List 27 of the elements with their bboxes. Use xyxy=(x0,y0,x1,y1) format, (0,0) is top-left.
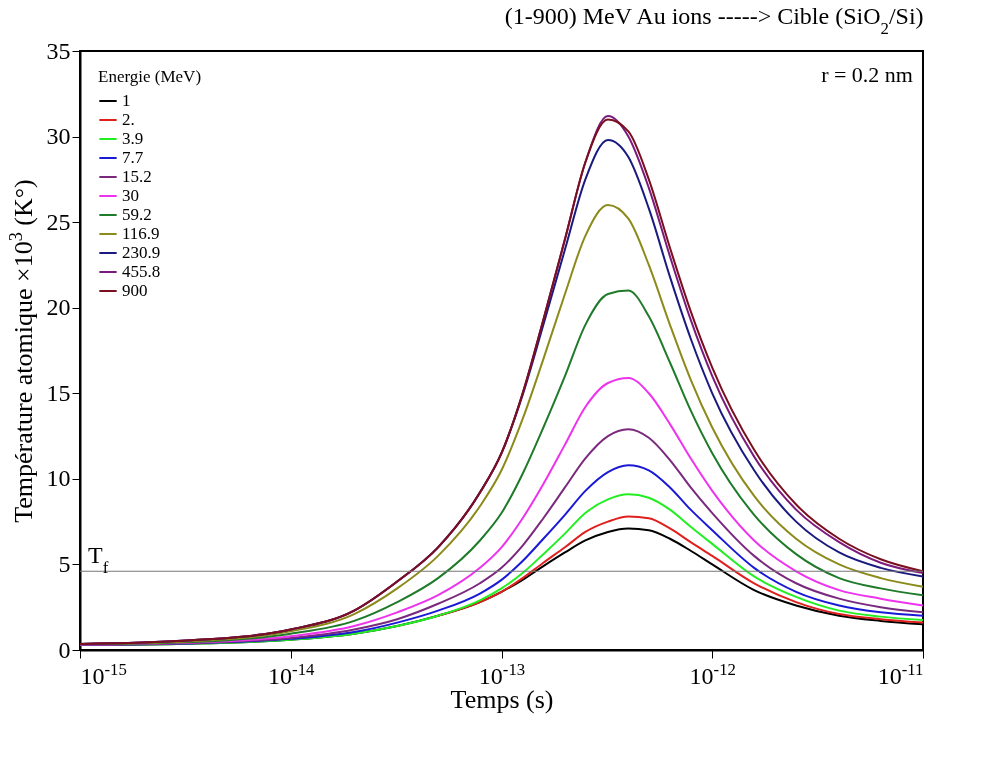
x-tick-label: 10$^{-12}$ xyxy=(689,659,736,689)
legend-label: 3.9 xyxy=(122,129,144,148)
legend-label: 116.9 xyxy=(122,224,160,243)
legend-label: 15.2 xyxy=(122,167,152,186)
chart-title: (1-900) MeV Au ions -----> Cible (SiO$_{2}$/Si) xyxy=(504,3,924,38)
x-tick-label: 10$^{-11}$ xyxy=(877,659,924,689)
legend-title: Energie (MeV) xyxy=(98,67,202,86)
x-tick-label: 10$^{-14}$ xyxy=(268,659,316,689)
x-tick-label: 10$^{-15}$ xyxy=(80,659,127,689)
legend-label: 455.8 xyxy=(122,262,161,281)
y-tick-label: 10 xyxy=(46,465,71,492)
legend-label: 900 xyxy=(122,281,148,300)
legend-label: 59.2 xyxy=(122,205,152,224)
ref-line-label: T$_{f}$ xyxy=(88,542,109,577)
y-tick-label: 20 xyxy=(46,294,71,321)
y-tick-label: 30 xyxy=(46,123,71,150)
y-tick-label: 5 xyxy=(58,550,71,577)
annotation: r = 0.2 nm xyxy=(821,62,913,87)
y-tick-label: 0 xyxy=(58,636,71,663)
legend-label: 30 xyxy=(122,186,139,205)
y-tick-label: 35 xyxy=(46,37,71,64)
legend-label: 230.9 xyxy=(122,243,161,262)
y-tick-label: 15 xyxy=(46,379,71,406)
legend-label: 1 xyxy=(122,91,131,110)
legend-label: 7.7 xyxy=(122,148,144,167)
y-tick-label: 25 xyxy=(46,208,71,235)
legend-label: 2. xyxy=(122,110,135,129)
